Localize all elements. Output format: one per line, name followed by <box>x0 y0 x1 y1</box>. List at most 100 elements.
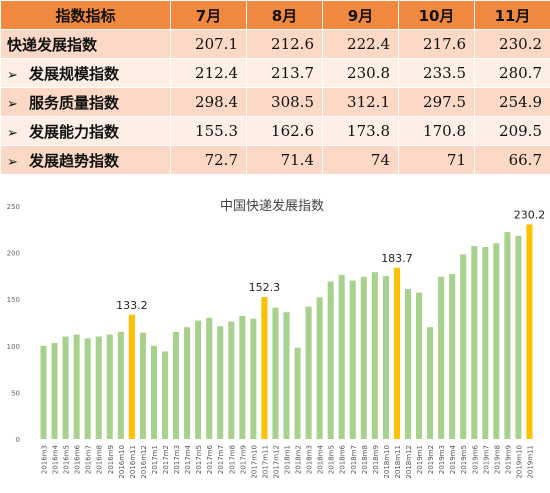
row-name-label: 发展能力指数 <box>29 122 120 141</box>
bar <box>217 326 224 439</box>
x-tick-label: 2019m9 <box>504 445 512 474</box>
table-cell-value: 71.4 <box>246 145 323 175</box>
row-indicator-name: ➢ 发展能力指数 <box>0 116 171 146</box>
table-row: ➢ 发展趋势指数 72.7 71.4 74 71 66.7 <box>0 145 550 175</box>
bar <box>338 274 345 439</box>
table-cell-value: 298.4 <box>170 87 247 117</box>
x-tick-label: 2017m11 <box>261 445 269 479</box>
data-label: 230.2 <box>514 208 546 221</box>
x-tick-label: 2018m9 <box>372 445 380 474</box>
x-tick-label: 2018m7 <box>350 445 358 474</box>
bar <box>438 276 445 439</box>
y-tick-label: 250 <box>7 203 20 211</box>
x-tick-label: 2018m1 <box>284 445 292 474</box>
y-tick-label: 200 <box>7 250 20 258</box>
bar <box>228 321 235 439</box>
x-tick-label: 2017m10 <box>250 445 258 479</box>
x-tick-label: 2019m7 <box>482 445 490 474</box>
bar <box>73 334 80 439</box>
x-tick-label: 2016m10 <box>118 445 126 479</box>
bar <box>416 292 423 439</box>
x-tick-label: 2019m11 <box>526 445 534 479</box>
bar <box>427 327 434 439</box>
bar <box>239 315 246 439</box>
bar-highlight <box>128 314 135 439</box>
row-indicator-name: ➢ 服务质量指数 <box>0 87 171 117</box>
bar <box>250 318 257 439</box>
table-cell-value: 173.8 <box>322 116 399 146</box>
table-cell-value: 155.3 <box>170 116 247 146</box>
bar <box>316 297 323 439</box>
bar <box>184 327 191 439</box>
table-cell-value: 209.5 <box>474 116 550 146</box>
y-tick-label: 50 <box>11 389 20 397</box>
bar <box>482 247 489 439</box>
x-tick-label: 2016m3 <box>41 445 49 474</box>
bar <box>371 272 378 439</box>
x-tick-label: 2017m8 <box>228 445 236 474</box>
header-month-10: 10月 <box>398 0 475 30</box>
x-tick-label: 2018m4 <box>317 444 325 474</box>
bar <box>195 320 202 439</box>
x-tick-label: 2016m5 <box>63 445 71 474</box>
table-cell-value: 71 <box>398 145 475 175</box>
x-tick-label: 2019m1 <box>416 445 424 474</box>
x-tick-label: 2017m6 <box>206 444 214 474</box>
x-tick-label: 2019m2 <box>427 445 435 474</box>
row-indicator-name: ➢ 发展趋势指数 <box>0 145 171 175</box>
bar <box>106 334 113 439</box>
x-tick-label: 2017m7 <box>217 445 225 474</box>
x-tick-label: 2018m8 <box>361 445 369 474</box>
x-tick-label: 2016m4 <box>52 444 60 474</box>
table-cell-value: 66.7 <box>474 145 550 175</box>
row-name-label: 快递发展指数 <box>7 35 98 54</box>
table-cell-value: 312.1 <box>322 87 399 117</box>
table-header-row: 指数指标 7月 8月 9月 10月 11月 <box>0 0 550 30</box>
table-row: ➢ 发展规模指数 212.4 213.7 230.8 233.5 280.7 <box>0 58 550 88</box>
y-tick-label: 100 <box>7 343 20 351</box>
bar <box>206 317 213 439</box>
table-row: 快递发展指数 207.1 212.6 222.4 217.6 230.2 <box>0 29 550 59</box>
bar-highlight <box>261 297 268 439</box>
bar <box>515 235 522 439</box>
x-tick-label: 2019m3 <box>438 445 446 474</box>
bar <box>139 332 146 439</box>
table-cell-value: 297.5 <box>398 87 475 117</box>
row-indicator-name: 快递发展指数 <box>0 29 171 59</box>
bar <box>327 281 334 439</box>
table-cell-value: 233.5 <box>398 58 475 88</box>
table-cell-value: 212.6 <box>246 29 323 59</box>
x-tick-label: 2019m6 <box>471 444 479 474</box>
row-name-label: 服务质量指数 <box>29 93 120 112</box>
table-cell-value: 217.6 <box>398 29 475 59</box>
x-tick-label: 2017m4 <box>184 444 192 474</box>
data-label: 152.3 <box>249 281 281 294</box>
x-tick-label: 2016m11 <box>129 445 137 479</box>
arrow-bullet-icon: ➢ <box>7 125 18 141</box>
header-month-11: 11月 <box>474 0 550 30</box>
chart-title: 中国快递发展指数 <box>220 198 324 214</box>
x-tick-label: 2019m4 <box>449 444 457 474</box>
x-tick-label: 2018m12 <box>405 445 413 479</box>
x-tick-label: 2018m10 <box>383 445 391 479</box>
table-cell-value: 230.8 <box>322 58 399 88</box>
bar <box>504 232 511 439</box>
bar <box>460 254 467 439</box>
table-cell-value: 280.7 <box>474 58 550 88</box>
x-tick-label: 2017m2 <box>162 445 170 474</box>
x-tick-label: 2018m2 <box>295 445 303 474</box>
table-cell-value: 212.4 <box>170 58 247 88</box>
x-tick-label: 2018m5 <box>328 445 336 474</box>
data-label: 183.7 <box>381 252 413 265</box>
table-cell-value: 74 <box>322 145 399 175</box>
bar <box>62 336 69 439</box>
bar <box>382 275 389 439</box>
table-cell-value: 230.2 <box>474 29 550 59</box>
row-name-label: 发展趋势指数 <box>29 151 120 170</box>
x-tick-label: 2019m8 <box>493 445 501 474</box>
bar <box>283 312 290 439</box>
bar <box>272 307 279 439</box>
x-tick-label: 2017m1 <box>151 445 159 474</box>
x-tick-label: 2018m3 <box>306 445 314 474</box>
